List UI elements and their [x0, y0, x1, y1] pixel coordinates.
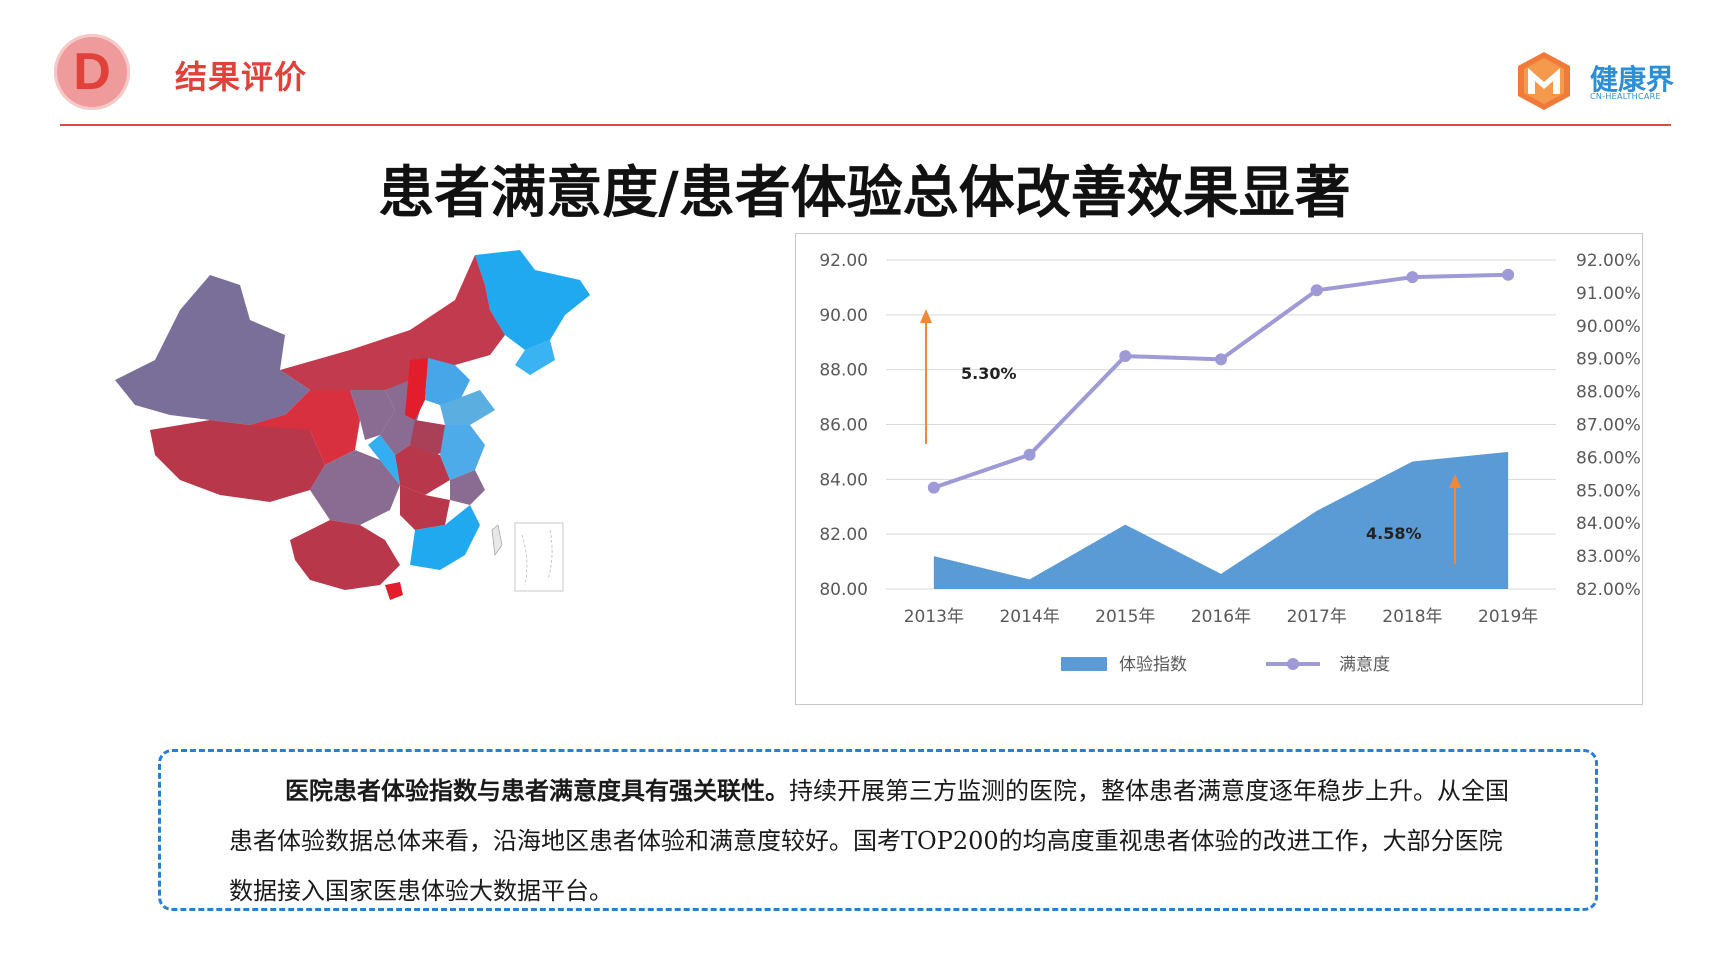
summary-note: 医院患者体验指数与患者满意度具有强关联性。持续开展第三方监测的医院，整体患者满意…	[158, 749, 1598, 911]
legend-swatch-point	[1287, 658, 1299, 670]
satisfaction-line	[933, 272, 1509, 490]
right-tick-label: 82.00%	[1576, 580, 1641, 600]
legend-label: 满意度	[1339, 655, 1390, 675]
right-tick-label: 86.00%	[1576, 448, 1641, 468]
legend-swatch-area	[1061, 657, 1107, 671]
right-tick-label: 85.00%	[1576, 481, 1641, 501]
x-tick-label: 2013年	[904, 607, 964, 627]
china-map	[110, 240, 670, 670]
brand-logo-text: 健康界	[1590, 63, 1675, 96]
right-tick-label: 83.00%	[1576, 547, 1641, 567]
left-tick-label: 88.00	[819, 361, 868, 381]
satisfaction-point	[927, 481, 940, 494]
satisfaction-point	[1119, 350, 1132, 363]
right-tick-label: 89.00%	[1576, 350, 1641, 370]
left-tick-label: 90.00	[819, 306, 868, 326]
arrow-left-head	[920, 309, 932, 323]
left-tick-label: 82.00	[819, 525, 868, 545]
right-tick-label: 90.00%	[1576, 317, 1641, 337]
brand-logo-icon	[1518, 52, 1570, 110]
x-tick-label: 2018年	[1382, 607, 1442, 627]
section-badge-letter: D	[73, 43, 111, 101]
left-tick-label: 86.00	[819, 416, 868, 436]
right-tick-label: 87.00%	[1576, 416, 1641, 436]
combo-chart: 80.00 82.00 84.00 86.00 88.00 90.00 92.00 82.00…	[819, 251, 1641, 675]
summary-text: 医院患者体验指数与患者满意度具有强关联性。持续开展第三方监测的医院，整体患者满意…	[229, 766, 1515, 916]
china-map-icon	[115, 250, 590, 600]
section-label: 结果评价	[175, 58, 308, 96]
x-tick-label: 2014年	[999, 607, 1059, 627]
right-tick-label: 88.00%	[1576, 383, 1641, 403]
chart-panel: 80.00 82.00 84.00 86.00 88.00 90.00 92.00 82.00…	[795, 233, 1643, 705]
right-tick-label: 91.00%	[1576, 284, 1641, 304]
x-tick-label: 2015年	[1095, 607, 1155, 627]
page-title: 患者满意度/患者体验总体改善效果显著	[378, 161, 1351, 226]
brand-logo-subtext: CN-HEALTHCARE	[1590, 92, 1661, 101]
satisfaction-point	[1023, 448, 1036, 461]
annotation-label: 4.58%	[1366, 524, 1422, 543]
annotation-label: 5.30%	[961, 364, 1017, 383]
satisfaction-point	[1215, 353, 1227, 366]
header-divider	[60, 124, 1671, 126]
legend-label: 体验指数	[1119, 655, 1187, 675]
satisfaction-point	[1310, 284, 1323, 297]
left-tick-label: 92.00	[819, 251, 868, 271]
satisfaction-point	[1406, 271, 1419, 284]
x-tick-label: 2016年	[1191, 607, 1251, 627]
arrow-right-head	[1449, 474, 1461, 488]
right-tick-label: 92.00%	[1576, 251, 1641, 271]
experience-index-area	[933, 451, 1509, 589]
summary-body: 持续开展第三方监测的医院，整体患者满意度逐年稳步上升。从全国患者体验数据总体来看…	[229, 777, 1509, 905]
section-badge: D	[54, 34, 130, 110]
satisfaction-point	[1502, 268, 1515, 281]
x-tick-label: 2019年	[1478, 607, 1538, 627]
summary-lead: 医院患者体验指数与患者满意度具有强关联性。	[285, 776, 789, 805]
left-tick-label: 84.00	[819, 470, 868, 490]
right-tick-label: 84.00%	[1576, 514, 1641, 534]
x-tick-label: 2017年	[1287, 607, 1347, 627]
left-tick-label: 80.00	[819, 580, 868, 600]
